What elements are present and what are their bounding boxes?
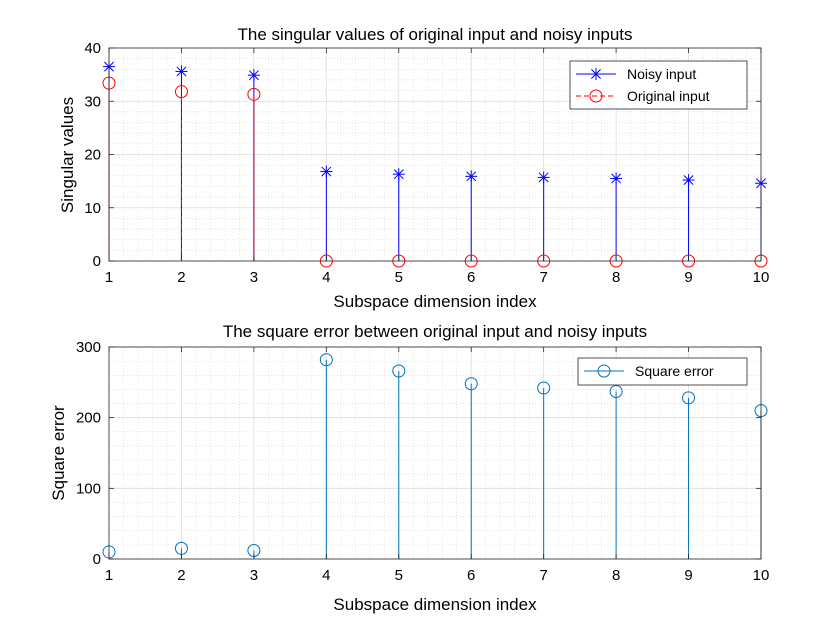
subplot-singular-values: The singular values of original input an… (58, 25, 769, 311)
x-tick-label: 10 (753, 269, 770, 286)
data-point (174, 85, 188, 99)
x-tick-label: 10 (753, 567, 770, 584)
x-tick-label: 1 (105, 567, 113, 584)
y-tick-label: 200 (76, 410, 101, 427)
legend: Noisy input Original input (569, 60, 748, 110)
data-point (537, 381, 551, 395)
data-point (175, 65, 188, 78)
x-axis-label: Subspace dimension index (333, 292, 537, 311)
data-point (320, 165, 333, 178)
data-point (682, 174, 695, 187)
data-point (465, 170, 478, 183)
x-tick-label: 8 (612, 269, 620, 286)
data-point (319, 353, 333, 367)
y-axis-label: Square error (49, 405, 68, 501)
subplot-square-error: The square error between original input … (49, 322, 769, 614)
data-point (537, 171, 550, 184)
y-tick-label: 0 (93, 551, 101, 568)
y-axis-label: Singular values (58, 97, 77, 213)
y-tick-label: 0 (93, 253, 101, 270)
legend-label: Square error (635, 363, 714, 379)
x-tick-label: 7 (539, 269, 547, 286)
legend-marker (590, 68, 602, 80)
x-tick-label: 2 (177, 567, 185, 584)
y-tick-label: 300 (76, 339, 101, 356)
x-tick-label: 9 (684, 567, 692, 584)
axes-box (108, 346, 762, 560)
x-tick-label: 3 (250, 269, 258, 286)
legend: Square error (577, 357, 748, 386)
x-tick-label: 4 (322, 567, 330, 584)
chart-title: The singular values of original input an… (237, 25, 632, 44)
x-tick-label: 3 (250, 567, 258, 584)
x-tick-label: 5 (395, 269, 403, 286)
series-1 (102, 353, 768, 559)
data-point (464, 377, 478, 391)
x-tick-label: 1 (105, 269, 113, 286)
data-point (392, 168, 405, 181)
y-tick-label: 40 (84, 40, 101, 57)
y-tick-label: 20 (84, 147, 101, 164)
x-tick-label: 5 (395, 567, 403, 584)
legend-label: Noisy input (627, 66, 696, 82)
x-tick-label: 6 (467, 269, 475, 286)
legend-label: Original input (627, 88, 710, 104)
data-point (609, 385, 623, 399)
data-point (682, 391, 696, 405)
data-point (247, 87, 261, 101)
data-point (610, 172, 623, 185)
legend-marker (597, 364, 611, 378)
x-tick-label: 7 (539, 567, 547, 584)
x-tick-label: 6 (467, 567, 475, 584)
chart-title: The square error between original input … (223, 322, 647, 341)
data-point (247, 69, 260, 82)
data-point (392, 364, 406, 378)
x-tick-label: 4 (322, 269, 330, 286)
y-tick-label: 10 (84, 200, 101, 217)
x-tick-label: 9 (684, 269, 692, 286)
x-tick-label: 8 (612, 567, 620, 584)
y-tick-label: 30 (84, 93, 101, 110)
x-axis-label: Subspace dimension index (333, 595, 537, 614)
legend-marker (589, 89, 603, 103)
x-tick-label: 2 (177, 269, 185, 286)
y-tick-label: 100 (76, 480, 101, 497)
